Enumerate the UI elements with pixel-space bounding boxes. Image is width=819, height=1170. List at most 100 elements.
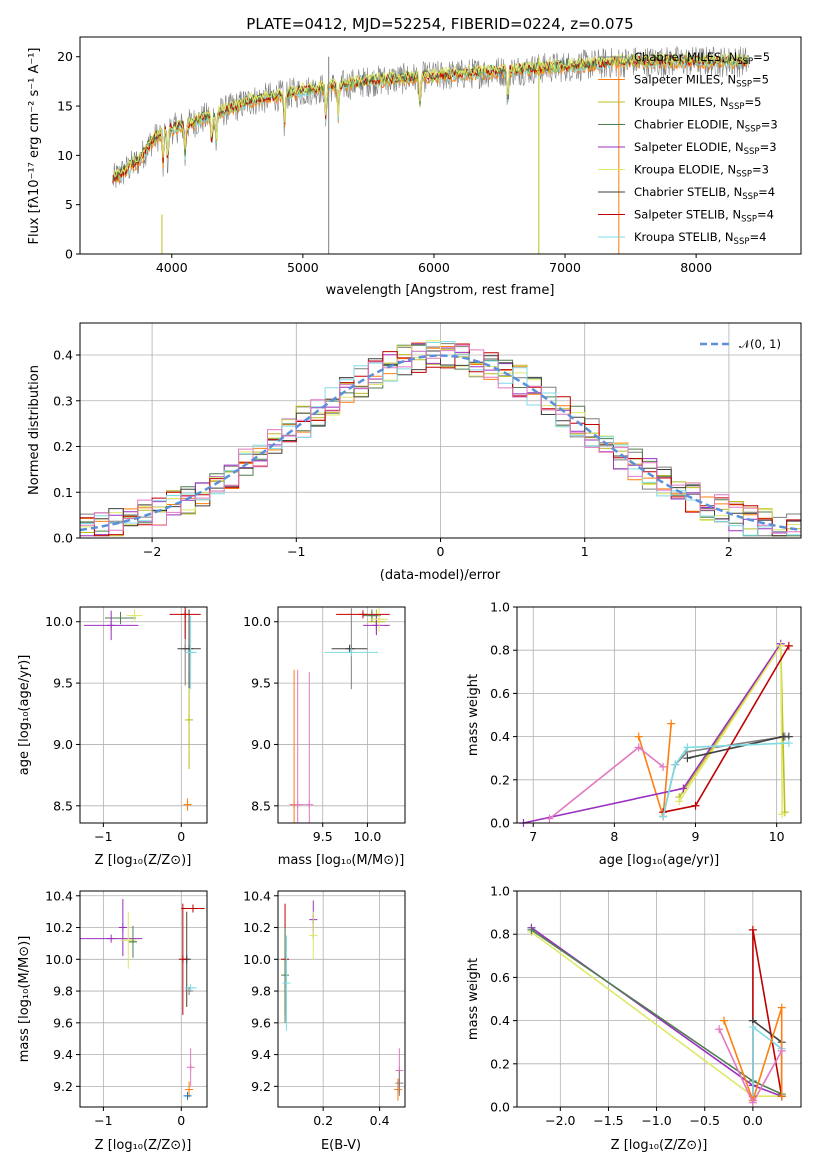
x-tick-label: 0	[177, 1113, 185, 1128]
mass-vs-z-axes	[79, 890, 208, 1108]
y-tick-label: 0.4	[53, 348, 73, 363]
age-vs-z-axes	[79, 606, 208, 824]
weight-vs-age-grid	[517, 606, 801, 824]
legend-entry-label: Kroupa ELODIE, NSSP=3	[634, 163, 769, 180]
x-tick-label: 4000	[156, 260, 188, 275]
legend-entry-label: Kroupa MILES, NSSP=5	[634, 95, 761, 112]
legend-subscript: SSP	[734, 237, 750, 247]
data-point	[345, 644, 354, 653]
y-tick-label: 10.0	[45, 614, 73, 629]
y-tick-label: 0.6	[490, 970, 510, 985]
y-tick-label: 9.4	[53, 1047, 73, 1062]
residuals-ticks: −2 −1 0 1 2 0.0 0.1 0.2 0.3 0.4	[53, 348, 733, 559]
y-tick-label: 0	[65, 247, 73, 262]
x-tick-label: 0	[177, 829, 185, 844]
y-tick-label: 9.6	[53, 1015, 73, 1030]
weight-point	[527, 925, 536, 934]
age-vs-mass-panel: 9.5 10.0 8.5 9.0 9.5 10.0 mass [log₁₀(M/M⊙)]	[243, 606, 406, 868]
data-point	[281, 971, 290, 980]
spectrum-model-line	[112, 52, 749, 178]
y-tick-label: 0.4	[490, 1013, 510, 1028]
legend-nssp-value: =4	[757, 208, 774, 222]
data-point	[393, 1085, 402, 1094]
weight-point	[634, 732, 643, 741]
legend-series-name: Salpeter STELIB, N	[634, 208, 741, 222]
data-point	[395, 1079, 404, 1088]
data-point	[309, 931, 318, 940]
weight-series-line	[752, 929, 783, 1097]
legend-subscript: SSP	[737, 57, 753, 67]
x-tick-label: −1	[287, 544, 305, 559]
weight-vs-age-xlabel: age [log₁₀(age/yr)]	[599, 853, 720, 868]
data-point	[183, 1091, 192, 1100]
spectrum-ticks: 4000 5000 6000 7000 8000 0 5 10 15 20	[57, 49, 712, 275]
normal-curve	[79, 354, 802, 532]
weight-vs-z-ticks: −2.0 −1.5 −1.0 −0.5 0.0 0.0 0.2 0.4 0.6 0.8 1.0	[490, 884, 763, 1129]
legend-subscript: SSP	[736, 170, 752, 180]
legend-subscript: SSP	[729, 102, 745, 112]
legend-nssp-value: =3	[761, 118, 778, 132]
y-tick-label: 9.8	[251, 984, 271, 999]
x-tick-label: 8000	[680, 260, 712, 275]
weight-point	[778, 810, 787, 819]
legend-subscript: SSP	[742, 192, 758, 202]
x-tick-label: −1.0	[641, 1113, 671, 1128]
x-tick-label: 0.0	[743, 1113, 763, 1128]
mass-vs-z-ticks: −1 0 9.2 9.4 9.6 9.8 10.0 10.2 10.4	[45, 888, 185, 1128]
x-tick-label: 10	[769, 829, 785, 844]
data-point	[186, 1063, 195, 1072]
legend-subscript: SSP	[745, 125, 761, 135]
weight-vs-z-ylabel: mass weight	[466, 958, 481, 1040]
weight-vs-age-ticks: 7 8 9 10 0.0 0.2 0.4 0.6 0.8 1.0	[490, 600, 785, 845]
y-tick-label: 9.4	[251, 1047, 271, 1062]
legend-entry-label: Salpeter STELIB, NSSP=4	[634, 208, 774, 225]
data-point	[181, 610, 190, 619]
y-tick-label: 0.2	[53, 439, 73, 454]
legend-series-name: Chabrier MILES, N	[634, 50, 737, 64]
legend-nssp-value: =5	[753, 50, 770, 64]
y-tick-label: 9.2	[53, 1079, 73, 1094]
weight-vs-age-lines	[519, 639, 793, 827]
y-tick-label: 0.0	[490, 816, 510, 831]
y-tick-label: 10.0	[45, 952, 73, 967]
weight-vs-age-axes	[516, 606, 802, 824]
legend-entry-label: Kroupa STELIB, NSSP=4	[634, 230, 766, 247]
legend-nssp-value: =4	[758, 185, 775, 199]
weight-point	[715, 1025, 724, 1034]
residual-histogram	[80, 343, 801, 537]
weight-vs-z-panel: −2.0 −1.5 −1.0 −0.5 0.0 0.0 0.2 0.4 0.6 0.8 1.0 Z …	[466, 884, 802, 1153]
legend-nssp-value: =3	[752, 163, 769, 177]
mass-vs-z-panel: −1 0 9.2 9.4 9.6 9.8 10.0 10.2 10.4 Z [log₁₀(Z/Z…	[17, 888, 208, 1153]
y-tick-label: 9.5	[251, 676, 271, 691]
y-tick-label: 0.0	[53, 531, 73, 546]
mass-vs-z-points	[80, 898, 205, 1100]
legend-series-name: Chabrier STELIB, N	[634, 185, 742, 199]
weight-vs-age-panel: 7 8 9 10 0.0 0.2 0.4 0.6 0.8 1.0 age [log₁₀(age/y…	[466, 600, 802, 868]
legend-nssp-value: =3	[760, 140, 777, 154]
weight-vs-z-grid	[517, 890, 801, 1108]
mass-vs-ebv-points	[281, 900, 404, 1101]
residuals-panel: −2 −1 0 1 2 0.0 0.1 0.2 0.3 0.4 (data-model)/erro…	[27, 322, 802, 583]
x-tick-label: 5000	[287, 260, 319, 275]
x-tick-label: 1	[581, 544, 589, 559]
weight-point	[675, 797, 684, 806]
legend-series-name: Kroupa STELIB, N	[634, 230, 734, 244]
weight-point	[777, 1046, 786, 1055]
weight-point	[659, 762, 668, 771]
residuals-ylabel: Normed distribution	[27, 365, 42, 495]
weight-series-line	[662, 735, 785, 817]
age-vs-mass-points	[289, 607, 390, 823]
y-tick-label: 0.1	[53, 485, 73, 500]
x-tick-label: −0.5	[690, 1113, 720, 1128]
x-tick-label: 0.2	[313, 1113, 333, 1128]
y-tick-label: 0.6	[490, 686, 510, 701]
weight-point	[748, 1098, 757, 1107]
data-point	[358, 610, 367, 619]
y-tick-label: 1.0	[490, 600, 510, 615]
legend-series-name: Salpeter MILES, N	[634, 73, 736, 87]
y-tick-label: 10.0	[243, 952, 271, 967]
data-point	[124, 936, 133, 945]
data-point	[185, 715, 194, 724]
weight-point	[719, 1016, 728, 1025]
